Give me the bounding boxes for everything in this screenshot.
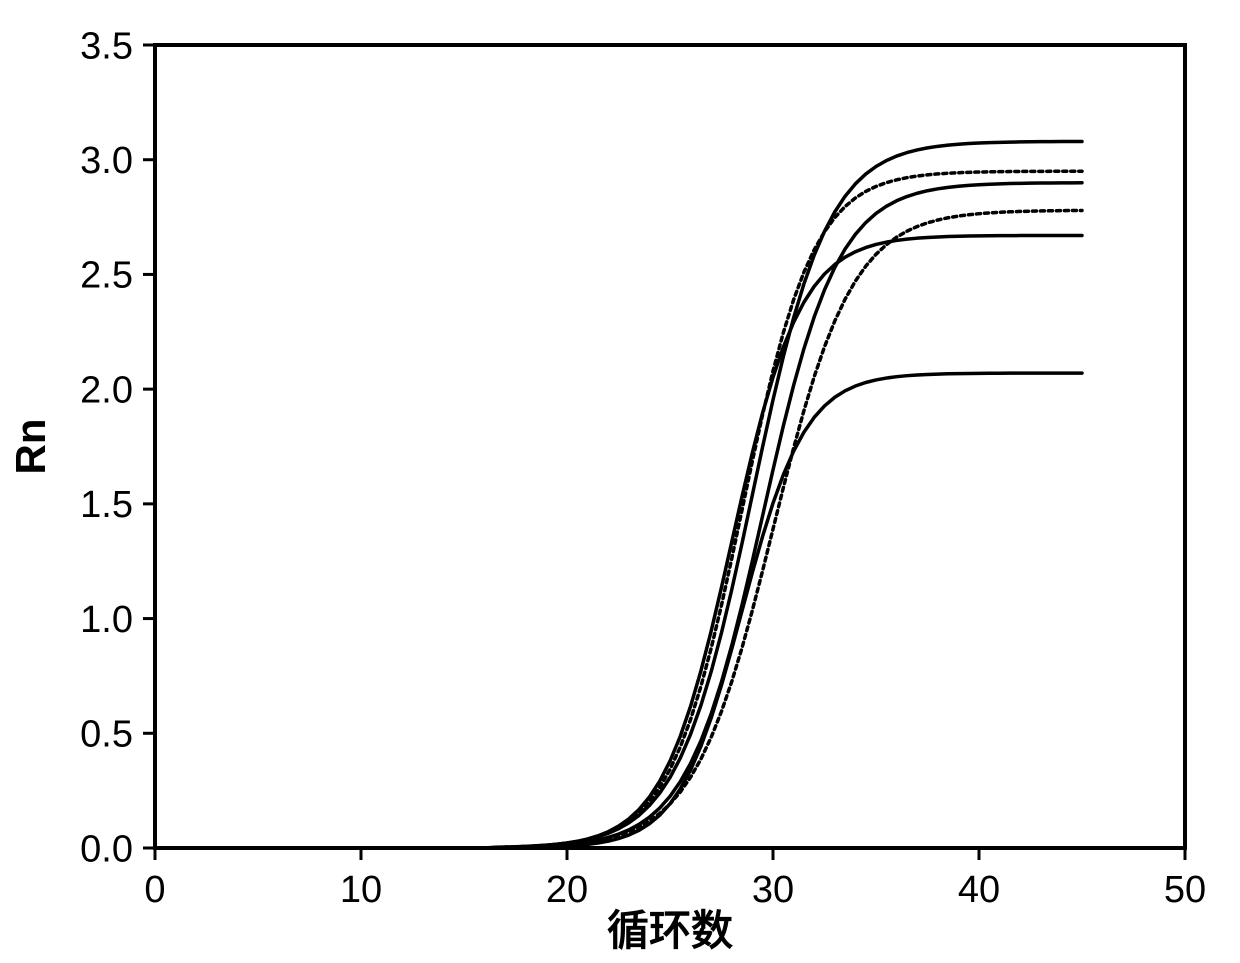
y-tick-label: 2.5 [80,255,133,297]
x-tick-label: 20 [546,869,588,911]
x-tick-label: 30 [752,869,794,911]
x-tick-label: 40 [958,869,1000,911]
y-tick-label: 1.0 [80,599,133,641]
x-tick-label: 10 [340,869,382,911]
y-tick-label: 3.5 [80,25,133,67]
y-axis-label: Rn [7,419,54,475]
x-axis-label: 循环数 [607,907,733,954]
y-tick-label: 1.5 [80,484,133,526]
chart-container: 0 10 20 30 40 50 0.0 0.5 1.0 1.5 2.0 2.5 3.0 3.5 循环数 Rn [0,0,1240,963]
y-tick-label: 0.5 [80,714,133,756]
x-tick-label: 50 [1164,869,1206,911]
y-tick-label: 2.0 [80,369,133,411]
y-tick-label: 3.0 [80,140,133,182]
amplification-chart: 0 10 20 30 40 50 0.0 0.5 1.0 1.5 2.0 2.5 3.0 3.5 循环数 Rn [0,0,1240,963]
y-tick-label: 0.0 [80,828,133,870]
x-tick-label: 0 [144,869,165,911]
